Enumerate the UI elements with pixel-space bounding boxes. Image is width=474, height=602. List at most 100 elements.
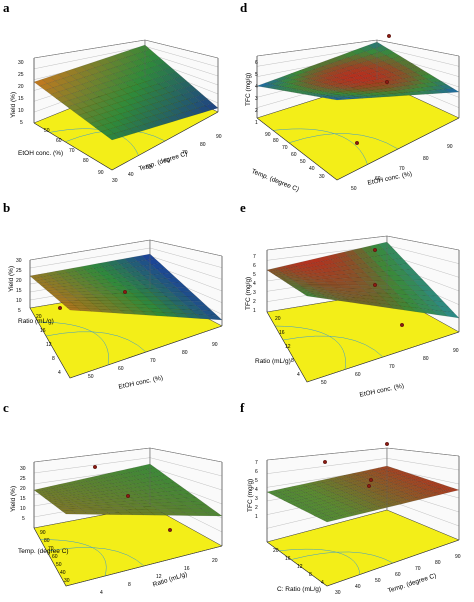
- axis-edge: [33, 447, 223, 463]
- design-point: [368, 477, 373, 482]
- y-tick: 50: [351, 186, 357, 192]
- z-axis-label: TFC (mg/g): [245, 72, 252, 106]
- x-tick: 16: [285, 556, 291, 562]
- z-tick: 5: [22, 516, 25, 522]
- surface-plot-b: [29, 239, 223, 379]
- design-point: [167, 527, 172, 532]
- z-tick: 1: [255, 120, 258, 126]
- z-tick: 15: [18, 96, 24, 102]
- x-tick: 8: [309, 572, 312, 578]
- y-tick: 60: [164, 158, 170, 164]
- z-axis-label: TFC (mg/g): [245, 276, 252, 310]
- panel-letter: e: [240, 200, 246, 215]
- z-tick: 10: [16, 298, 22, 304]
- z-tick: 5: [20, 120, 23, 126]
- x-tick: 70: [282, 145, 288, 151]
- z-tick: 3: [255, 96, 258, 102]
- x-tick: 40: [60, 570, 66, 576]
- y-tick: 90: [453, 348, 459, 354]
- z-tick: 30: [20, 466, 26, 472]
- x-tick: 90: [98, 170, 104, 176]
- z-tick: 3: [253, 290, 256, 296]
- x-tick: 80: [44, 538, 50, 544]
- surface-plot-f: [266, 442, 460, 587]
- z-tick: 20: [20, 486, 26, 492]
- z-axis-label: Yield (%): [10, 485, 17, 512]
- x-tick: 12: [46, 342, 52, 348]
- x-tick: 12: [285, 344, 291, 350]
- y-tick: 80: [200, 142, 206, 148]
- x-tick: 16: [279, 330, 285, 336]
- z-axis-label: Yield (%): [10, 91, 17, 118]
- x-tick: 80: [273, 138, 279, 144]
- x-tick: 60: [56, 138, 62, 144]
- z-tick: 30: [18, 60, 24, 66]
- z-tick: 6: [253, 263, 256, 269]
- design-point: [386, 34, 391, 39]
- x-tick: 20: [273, 548, 279, 554]
- x-tick: 20: [36, 314, 42, 320]
- z-tick: 20: [16, 278, 22, 284]
- design-point: [399, 322, 404, 327]
- y-tick: 50: [146, 165, 152, 171]
- z-tick: 6: [255, 469, 258, 475]
- design-point: [122, 289, 127, 294]
- z-tick: 15: [16, 288, 22, 294]
- y-tick: 40: [128, 172, 134, 178]
- z-tick: 30: [16, 258, 22, 264]
- x-axis-label: Temp. (degree C): [18, 548, 69, 555]
- axis-edge: [266, 539, 460, 587]
- x-tick: 8: [291, 358, 294, 364]
- z-tick: 15: [20, 496, 26, 502]
- design-point: [58, 305, 63, 310]
- design-point: [372, 282, 377, 287]
- y-tick: 80: [423, 356, 429, 362]
- z-tick: 7: [253, 254, 256, 260]
- surface-mesh: [29, 253, 223, 321]
- y-tick: 30: [112, 178, 118, 184]
- design-point: [384, 79, 389, 84]
- y-tick: 70: [182, 150, 188, 156]
- x-tick: 60: [291, 152, 297, 158]
- floor-contour: [40, 539, 107, 577]
- x-tick: 4: [321, 580, 324, 586]
- y-tick: 20: [212, 558, 218, 564]
- design-point: [322, 460, 327, 465]
- y-tick: 12: [156, 574, 162, 580]
- y-tick: 8: [128, 582, 131, 588]
- y-tick: 60: [355, 372, 361, 378]
- y-tick: 80: [435, 560, 441, 566]
- z-tick: 2: [255, 505, 258, 511]
- z-tick: 3: [255, 496, 258, 502]
- z-tick: 5: [255, 478, 258, 484]
- floor-contour: [46, 547, 145, 567]
- axis-edge: [33, 111, 219, 171]
- y-tick: 50: [375, 578, 381, 584]
- y-tick: 90: [455, 554, 461, 560]
- x-tick: 80: [83, 158, 89, 164]
- y-tick: 60: [118, 366, 124, 372]
- y-tick: 80: [182, 350, 188, 356]
- x-tick: 60: [52, 554, 58, 560]
- x-tick: 4: [58, 370, 61, 376]
- z-axis-label: Yield (%): [8, 265, 15, 292]
- y-tick: 90: [216, 134, 222, 140]
- surface-mesh: [266, 241, 460, 319]
- z-tick: 5: [253, 272, 256, 278]
- z-tick: 6: [255, 60, 258, 66]
- floor-contour: [37, 321, 109, 366]
- surface-plot-c: [33, 447, 223, 587]
- surface-mesh: [33, 44, 219, 141]
- design-point: [366, 483, 371, 488]
- z-tick: 1: [255, 514, 258, 520]
- x-axis-label: Ratio (mL/g): [18, 318, 54, 325]
- design-point: [384, 442, 389, 447]
- panel-d: d TFC (mg/g) Temp. (degree C) EtOH conc.…: [237, 0, 474, 200]
- panel-letter: f: [240, 400, 245, 415]
- x-tick: 4: [297, 372, 300, 378]
- x-axis-label: EtOH conc. (%): [18, 150, 64, 157]
- x-tick: 30: [64, 578, 70, 584]
- y-tick: 50: [88, 374, 94, 380]
- z-tick: 4: [255, 487, 258, 493]
- x-tick: 30: [319, 174, 325, 180]
